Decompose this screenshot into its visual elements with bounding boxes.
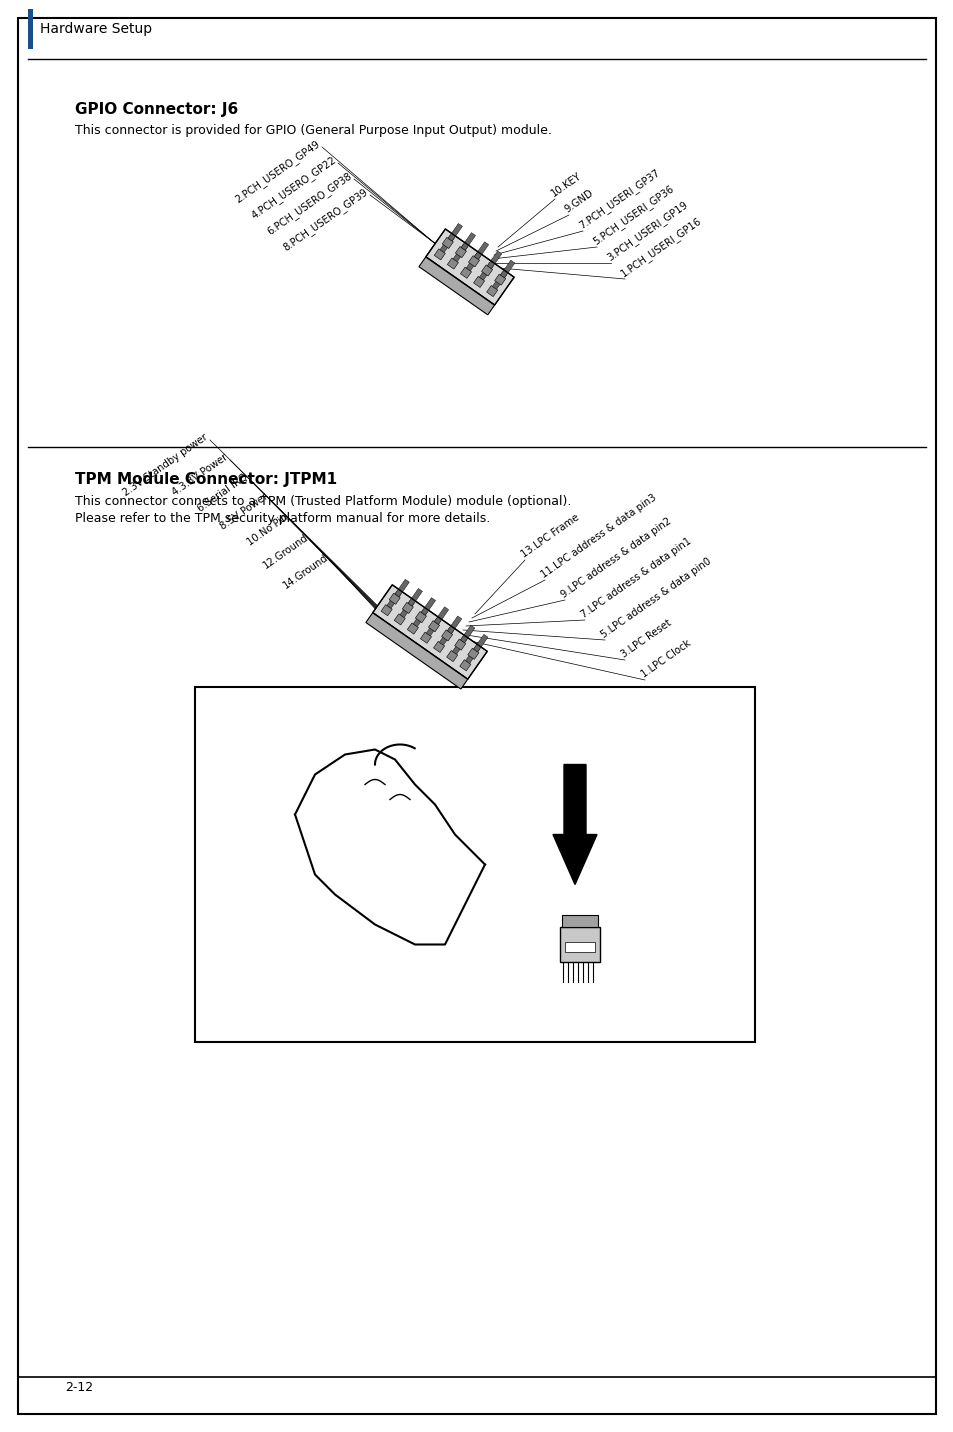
Text: 7.PCH_USERI_GP37: 7.PCH_USERI_GP37 — [577, 168, 661, 231]
Polygon shape — [455, 639, 465, 650]
Polygon shape — [465, 646, 479, 663]
Text: 1.PCH_USERI_GP16: 1.PCH_USERI_GP16 — [618, 215, 703, 279]
Polygon shape — [478, 262, 494, 281]
Text: TPM Module Connector: JTPM1: TPM Module Connector: JTPM1 — [75, 473, 336, 487]
Text: 3.LPC Reset: 3.LPC Reset — [618, 619, 673, 660]
Polygon shape — [474, 242, 488, 259]
Polygon shape — [380, 604, 392, 616]
Text: 9.GND: 9.GND — [562, 188, 595, 215]
Polygon shape — [387, 591, 401, 609]
Polygon shape — [492, 272, 506, 289]
Bar — [194, 687, 754, 1042]
Polygon shape — [460, 626, 475, 643]
Polygon shape — [487, 251, 501, 269]
Polygon shape — [428, 620, 439, 632]
Text: 12.Ground: 12.Ground — [261, 531, 310, 570]
Polygon shape — [442, 238, 453, 249]
Polygon shape — [394, 614, 405, 624]
Polygon shape — [473, 634, 488, 652]
Polygon shape — [455, 246, 466, 258]
Polygon shape — [553, 765, 597, 885]
Polygon shape — [447, 616, 461, 633]
Text: 10.No Pin: 10.No Pin — [245, 511, 290, 547]
Text: 3.PCH_USERI_GP19: 3.PCH_USERI_GP19 — [604, 199, 689, 263]
Polygon shape — [441, 630, 453, 642]
Text: This connector connects to a TPM (Trusted Platform Module) module (optional).: This connector connects to a TPM (Truste… — [75, 495, 571, 508]
Polygon shape — [418, 256, 495, 315]
Polygon shape — [402, 603, 413, 613]
Polygon shape — [495, 274, 505, 285]
Polygon shape — [433, 642, 444, 653]
Polygon shape — [389, 593, 400, 604]
Polygon shape — [399, 600, 414, 617]
Text: 2.PCH_USERO_GP49: 2.PCH_USERO_GP49 — [233, 137, 322, 205]
Polygon shape — [481, 265, 492, 276]
Polygon shape — [420, 632, 431, 643]
Polygon shape — [395, 580, 409, 597]
Polygon shape — [468, 256, 479, 266]
Polygon shape — [459, 660, 471, 670]
Polygon shape — [460, 268, 471, 278]
Polygon shape — [365, 613, 467, 689]
Text: This connector is provided for GPIO (General Purpose Input Output) module.: This connector is provided for GPIO (Gen… — [75, 125, 551, 137]
Bar — [561, 915, 598, 927]
Text: 6.Serial IRQ: 6.Serial IRQ — [196, 471, 250, 514]
Polygon shape — [447, 258, 458, 269]
Text: Hardware Setup: Hardware Setup — [40, 21, 152, 36]
Polygon shape — [415, 611, 426, 623]
Polygon shape — [446, 650, 457, 662]
Polygon shape — [407, 623, 418, 634]
Polygon shape — [467, 649, 478, 659]
Bar — [564, 942, 595, 952]
Polygon shape — [500, 261, 515, 278]
Text: 8.PCH_USERO_GP39: 8.PCH_USERO_GP39 — [281, 186, 370, 253]
Text: GPIO Connector: J6: GPIO Connector: J6 — [75, 102, 238, 117]
Polygon shape — [420, 597, 436, 616]
Bar — [28, 9, 33, 49]
Text: 4.3.3V Power: 4.3.3V Power — [171, 453, 230, 497]
Text: 10.KEY: 10.KEY — [549, 170, 582, 199]
Text: 1.LPC Clock: 1.LPC Clock — [639, 639, 692, 680]
Polygon shape — [452, 637, 466, 654]
Polygon shape — [439, 235, 454, 252]
Polygon shape — [486, 285, 497, 296]
Polygon shape — [408, 589, 422, 606]
Text: 5.PCH_USERI_GP36: 5.PCH_USERI_GP36 — [590, 183, 675, 246]
Text: 8.5V Power: 8.5V Power — [218, 491, 270, 533]
Polygon shape — [425, 229, 514, 305]
Text: 2-12: 2-12 — [65, 1380, 93, 1393]
Polygon shape — [460, 232, 476, 251]
Text: 4.PCH_USERO_GP22: 4.PCH_USERO_GP22 — [249, 155, 337, 221]
Polygon shape — [453, 243, 467, 262]
Polygon shape — [373, 584, 487, 679]
Text: 9.LPC address & data pin2: 9.LPC address & data pin2 — [558, 516, 673, 600]
Polygon shape — [439, 627, 454, 644]
Text: 13.LPC Frame: 13.LPC Frame — [518, 513, 580, 560]
Text: 11.LPC address & data pin3: 11.LPC address & data pin3 — [538, 493, 658, 580]
Text: Please refer to the TPM security platform manual for more details.: Please refer to the TPM security platfor… — [75, 513, 490, 526]
Text: 14.Ground: 14.Ground — [281, 551, 330, 590]
Polygon shape — [466, 253, 480, 271]
Polygon shape — [448, 223, 462, 241]
Text: 7.LPC address & data pin1: 7.LPC address & data pin1 — [578, 536, 693, 620]
Polygon shape — [434, 249, 445, 261]
Bar — [559, 927, 599, 962]
Polygon shape — [426, 619, 440, 636]
Text: 5.LPC address & data pin0: 5.LPC address & data pin0 — [598, 556, 713, 640]
Polygon shape — [473, 276, 484, 288]
Polygon shape — [413, 609, 427, 627]
Polygon shape — [434, 607, 448, 624]
Text: 6.PCH_USERO_GP38: 6.PCH_USERO_GP38 — [265, 170, 354, 236]
Text: 2.3V Standby power: 2.3V Standby power — [122, 432, 210, 498]
